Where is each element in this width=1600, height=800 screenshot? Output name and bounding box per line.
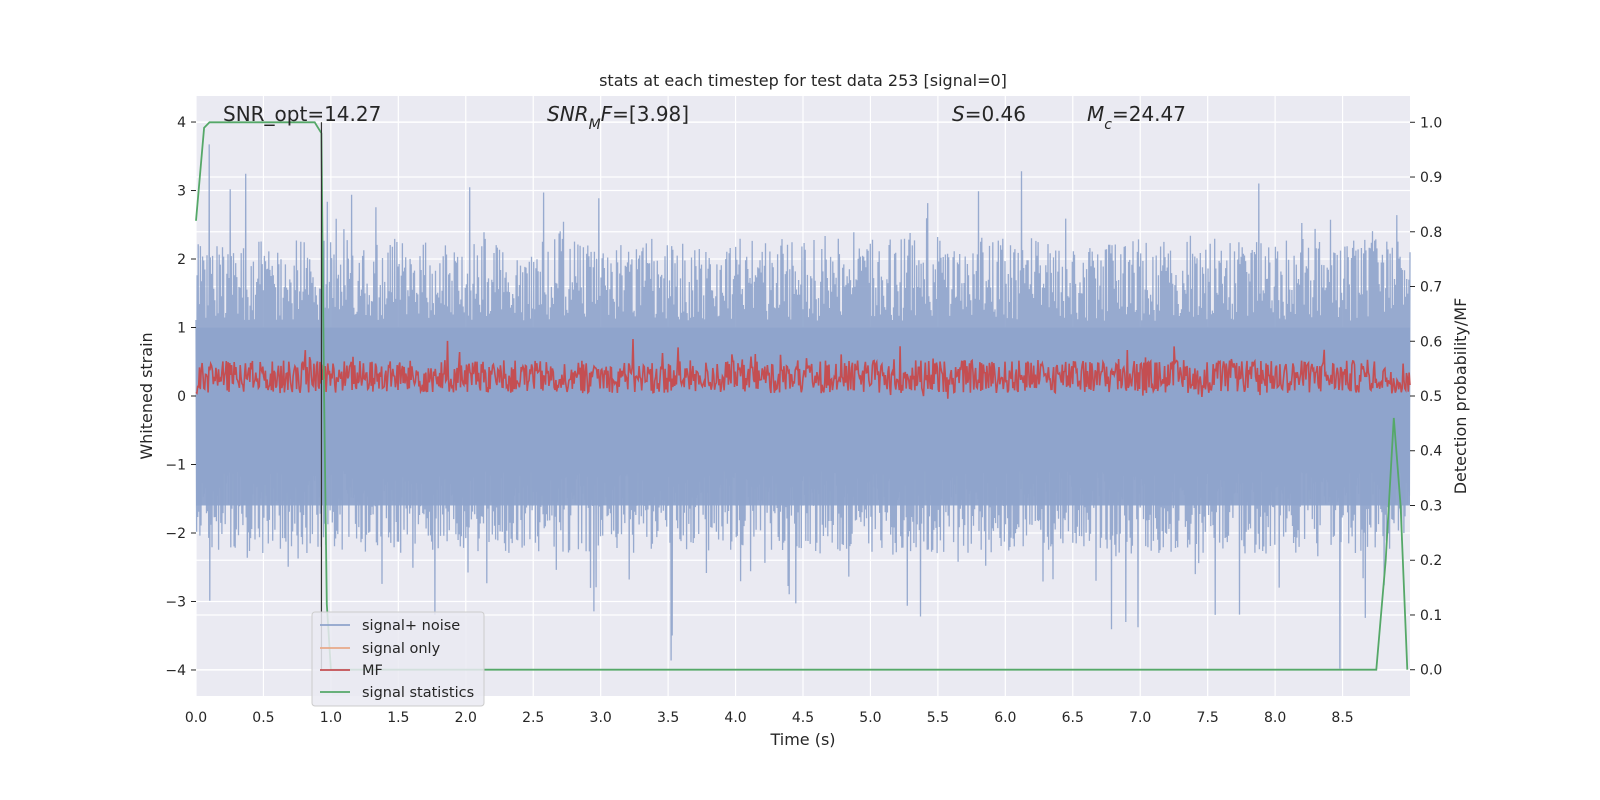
y2-tick-label: 0.0 [1420,663,1442,679]
annotation-s-value: S=0.46 [952,102,1026,126]
y-tick-label: −3 [165,594,186,610]
x-tick-label: 0.0 [185,710,207,726]
y-tick-label: 4 [177,115,186,131]
y2-tick-label: 0.6 [1420,334,1442,350]
x-tick-label: 2.0 [455,710,477,726]
y-tick-label: 0 [177,389,186,405]
mf-line [195,338,1411,399]
x-tick-label: 4.0 [724,710,746,726]
y-tick-label: 2 [177,252,186,268]
signal-noise-band [196,327,1410,506]
x-tick-label: 2.5 [522,710,544,726]
annotations: SNR_opt=14.27 SNRMF=[3.98] S=0.46 Mc=24.47 [223,102,1186,133]
y2-tick-label: 0.9 [1420,170,1442,186]
series-mf [195,338,1411,399]
y-tick-label: −4 [165,663,186,679]
x-tick-label: 1.5 [387,710,409,726]
legend-label: signal statistics [362,685,474,701]
y-axis-title: Whitened strain [137,332,156,459]
y-tick-label: 1 [177,321,186,337]
legend-box [311,611,485,707]
series-signal-noise [195,144,1411,669]
x-tick-label: 6.0 [994,710,1016,726]
y2-tick-label: 0.8 [1420,225,1442,241]
x-tick-label: 5.0 [859,710,881,726]
legend: signal+ noise signal only MF signal statist… [311,611,485,707]
chart-title: stats at each timestep for test data 253… [599,71,1007,90]
x-tick-label: 1.0 [320,710,342,726]
x-tick-label: 8.5 [1331,710,1353,726]
y2-tick-label: 0.4 [1420,444,1442,460]
x-tick-label: 7.0 [1129,710,1151,726]
y2-axis-title: Detection probability/MF [1451,298,1470,495]
y-axis-right: 0.0 0.1 0.2 0.3 0.4 0.5 0.6 0.7 0.8 0.9 1.0 [1410,115,1442,679]
y2-tick-label: 0.3 [1420,498,1442,514]
x-tick-label: 8.0 [1264,710,1286,726]
y-tick-label: −1 [165,457,186,473]
annotation-snr-mf: SNRMF=[3.98] [547,102,689,133]
legend-label: signal+ noise [362,618,460,634]
x-tick-label: 0.5 [252,710,274,726]
y-tick-label: −2 [165,526,186,542]
x-axis: 0.0 0.5 1.0 1.5 2.0 2.5 3.0 3.5 4.0 4.5 5.0 5.5 6.0 6… [185,710,1354,726]
annotation-mc-value: Mc=24.47 [1087,102,1186,133]
x-tick-label: 4.5 [792,710,814,726]
y2-tick-label: 0.2 [1420,553,1442,569]
legend-label: MF [362,663,383,679]
y2-tick-label: 1.0 [1420,115,1442,131]
y2-tick-label: 0.5 [1420,389,1442,405]
x-tick-label: 7.5 [1197,710,1219,726]
x-tick-label: 5.5 [927,710,949,726]
x-tick-label: 6.5 [1062,710,1084,726]
y-axis-left: −4 −3 −2 −1 0 1 2 3 4 [165,115,196,679]
y2-tick-label: 0.7 [1420,280,1442,296]
y-tick-label: 3 [177,184,186,200]
annotation-snr-opt: SNR_opt=14.27 [223,102,381,126]
x-tick-label: 3.0 [590,710,612,726]
x-axis-title: Time (s) [769,730,835,749]
x-tick-label: 3.5 [657,710,679,726]
legend-label: signal only [362,641,441,657]
y2-tick-label: 0.1 [1420,608,1442,624]
